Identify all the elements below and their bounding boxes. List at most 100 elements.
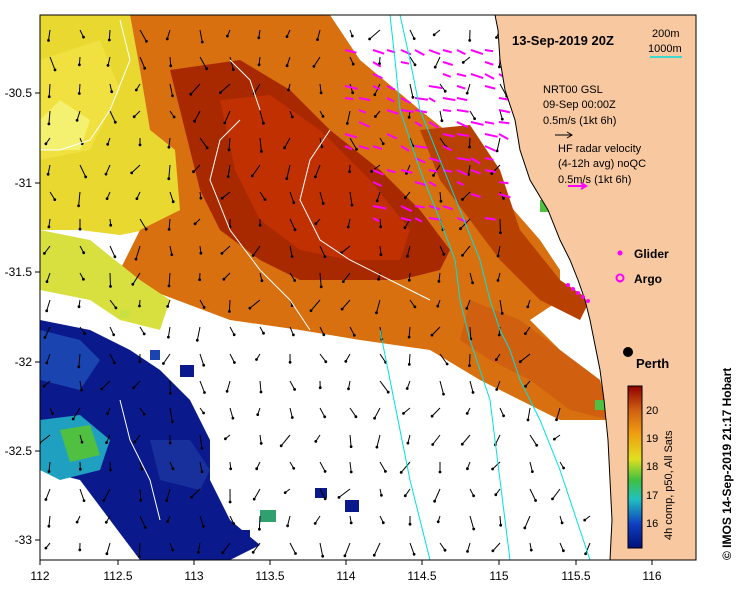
model-vector-head (132, 386, 136, 390)
model-vector-head (102, 499, 106, 502)
model-vector-head (47, 225, 51, 229)
glider-legend-label: Glider (634, 247, 669, 261)
model-vector (406, 245, 411, 257)
lon-tick: 114 (336, 569, 355, 583)
lat-tick: -31.5 (5, 265, 33, 279)
model-vector-head (228, 310, 231, 313)
model-vector (556, 407, 561, 420)
model-vector (249, 299, 261, 309)
model-vector (108, 29, 111, 41)
model-vector-head (555, 418, 558, 422)
model-vector-head (518, 360, 522, 364)
model-vector-head (259, 390, 263, 394)
model-vector (438, 272, 441, 282)
radar-vector (414, 97, 429, 101)
model-vector (168, 137, 171, 148)
model-vector (199, 515, 204, 527)
model-vector (139, 56, 146, 69)
model-vector (162, 353, 171, 364)
model-vector-head (143, 66, 147, 70)
model-vector (191, 488, 201, 498)
model-vector-head (83, 332, 86, 335)
model-vector (289, 407, 293, 418)
model-vector-head (169, 391, 172, 395)
model-vector-head (460, 442, 464, 446)
model-vector-head (377, 277, 381, 281)
model-vector-head (47, 470, 51, 473)
radar-vector (470, 73, 484, 80)
model-vector-head (314, 440, 318, 443)
model-vector (492, 461, 501, 470)
model-vector-head (495, 149, 499, 153)
model-vector (434, 488, 441, 502)
model-vector (193, 164, 201, 173)
model-vector-head (134, 88, 138, 92)
model-vector (138, 542, 141, 557)
model-vector (349, 434, 352, 447)
radar-vector (484, 73, 495, 80)
model-vector-head (407, 115, 411, 119)
radar-vector (484, 133, 498, 138)
model-vector-head (348, 170, 352, 174)
radar-vector (372, 61, 382, 68)
model-vector-head (220, 252, 224, 255)
model-vector (229, 326, 235, 335)
model-vector-head (354, 415, 358, 419)
model-velocity-vectors (40, 29, 591, 558)
model-vector (259, 137, 262, 152)
radar-vector (484, 121, 495, 125)
model-vector-head (468, 364, 471, 368)
radar-vector (470, 49, 484, 56)
radar-legend-line1: HF radar velocity (558, 143, 642, 155)
model-vector-head (524, 384, 527, 388)
model-vector-head (406, 254, 409, 258)
lat-axis (35, 92, 40, 541)
model-vector (109, 245, 116, 257)
model-vector (499, 407, 505, 417)
model-vector-head (465, 412, 469, 415)
radar-vector (344, 133, 358, 139)
model-vector-head (134, 257, 138, 261)
model-vector (439, 380, 444, 395)
model-vector-head (405, 172, 408, 175)
radar-vector (344, 49, 357, 54)
model-vector-head (494, 493, 498, 497)
radar-vector (498, 133, 509, 140)
model-vector-head (42, 384, 46, 388)
model-vector-head (436, 304, 440, 308)
model-vector-head (318, 386, 322, 390)
model-vector-head (351, 62, 355, 66)
model-vector (76, 110, 81, 121)
model-vector-head (78, 63, 81, 67)
model-vector-head (44, 546, 48, 550)
model-vector-head (167, 228, 171, 231)
model-vector (319, 461, 326, 472)
model-vector-head (433, 65, 437, 69)
model-vector-head (162, 362, 165, 365)
model-vector-head (255, 358, 258, 361)
radar-vector (498, 109, 511, 114)
colorbar-tick: 16 (646, 518, 658, 530)
model-vector (259, 380, 262, 393)
model-vector-head (144, 227, 148, 231)
radar-vector (456, 121, 469, 129)
lon-tick: 112.5 (103, 569, 132, 583)
model-vector-head (229, 467, 233, 471)
model-vector (409, 56, 416, 66)
model-vector-head (43, 336, 47, 339)
model-vector (469, 380, 474, 393)
model-vector-head (78, 467, 82, 471)
hf-radar-vectors (344, 49, 511, 223)
model-vector-head (403, 494, 407, 498)
model-vector-head (250, 174, 254, 178)
model-vector (552, 488, 561, 500)
model-vector (289, 542, 296, 554)
model-vector (44, 326, 51, 338)
model-vector (314, 164, 321, 177)
model-vector-head (197, 550, 200, 554)
perth-label: Perth (636, 356, 669, 371)
model-vector (169, 407, 173, 422)
model-vector-head (135, 197, 139, 201)
model-vector-head (260, 279, 264, 283)
model-vector (44, 245, 51, 254)
